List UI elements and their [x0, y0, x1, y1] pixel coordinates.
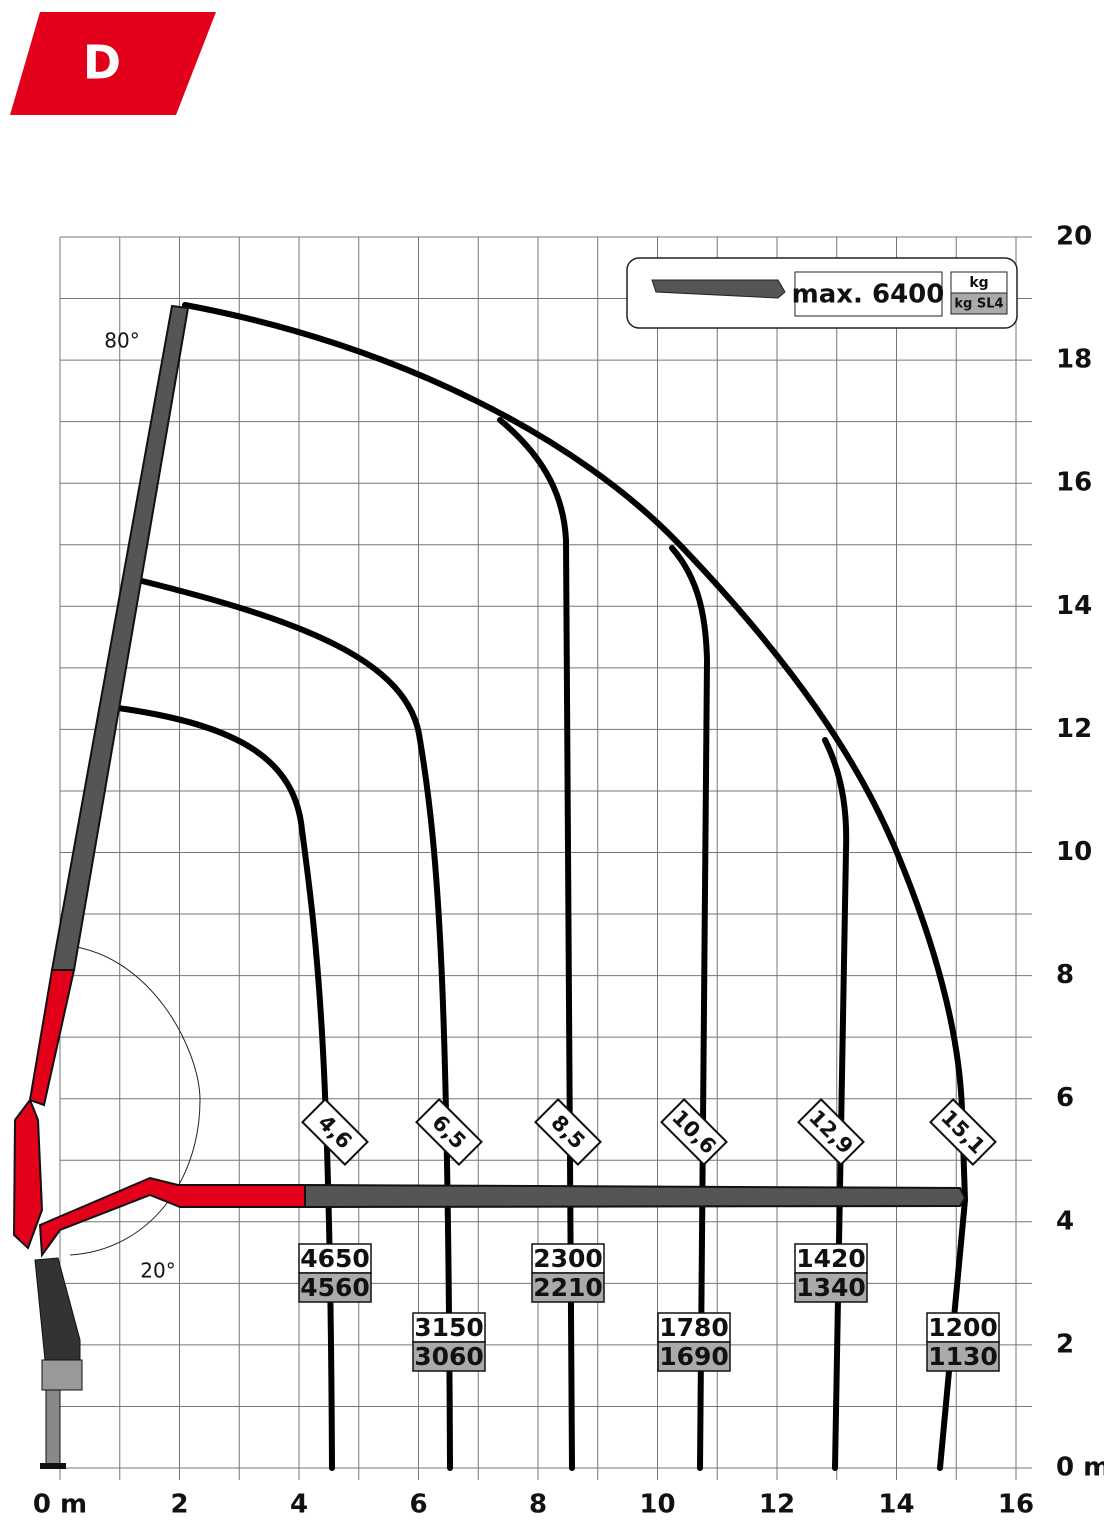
load-sl4-box — [657, 1341, 731, 1372]
load-sl4-label: 1130 — [928, 1342, 998, 1371]
load-label: 4650 — [300, 1244, 370, 1273]
load-sl4-box — [412, 1341, 486, 1372]
reach-box — [301, 1098, 369, 1166]
reach-marker: 8,5 — [534, 1098, 602, 1166]
legend-boom — [651, 279, 786, 299]
legend-max: max. 6400 — [792, 280, 945, 310]
badge — [10, 12, 216, 115]
legend-unit-sl4: kg SL4 — [954, 297, 1003, 312]
x-tick-label: 14 — [878, 1490, 914, 1520]
extension-boom — [304, 1183, 967, 1209]
x-tick-label: 8 — [529, 1490, 547, 1520]
reach-box — [797, 1098, 865, 1166]
x-tick-label: 12 — [759, 1490, 795, 1520]
reach-box — [660, 1098, 728, 1166]
load-label: 3150 — [414, 1313, 484, 1342]
badge-label: D — [83, 36, 121, 90]
y-tick-label: 18 — [1056, 345, 1092, 375]
load-sl4-box — [298, 1272, 372, 1303]
reach-marker: 15,1 — [929, 1098, 997, 1166]
load-box — [298, 1243, 372, 1274]
x-tick-label: 6 — [409, 1490, 427, 1520]
envelope-curve — [182, 302, 969, 1471]
load-box — [412, 1312, 486, 1343]
legend-unit: kg — [969, 275, 988, 291]
load-label: 1420 — [796, 1244, 866, 1273]
reach-box — [415, 1098, 483, 1166]
stabilizer — [45, 1389, 61, 1466]
foot — [40, 1463, 66, 1469]
legend-unit-sl4-box — [950, 292, 1008, 315]
grid — [59, 236, 1032, 1480]
load-sl4-box — [531, 1272, 605, 1303]
slew-arc — [59, 944, 201, 1256]
angle-upper: 80° — [104, 329, 139, 353]
y-tick-label: 8 — [1056, 960, 1074, 990]
x-tick-label: 2 — [170, 1490, 188, 1520]
x-tick-label: 0 m — [33, 1490, 87, 1520]
reach-box — [929, 1098, 997, 1166]
load-sl4-label: 1340 — [796, 1273, 866, 1302]
load-sl4-label: 2210 — [533, 1273, 603, 1302]
load-box — [657, 1312, 731, 1343]
y-tick-label: 12 — [1056, 714, 1092, 744]
y-tick-label: 0 m — [1056, 1453, 1104, 1483]
load-label: 1200 — [928, 1313, 998, 1342]
y-tick-label: 6 — [1056, 1083, 1074, 1113]
y-tick-label: 4 — [1056, 1206, 1074, 1236]
load-sl4-box — [794, 1272, 868, 1303]
reach-marker: 4,6 — [301, 1098, 369, 1166]
knuckle — [12, 1097, 44, 1250]
column — [34, 1257, 81, 1361]
load-label: 2300 — [533, 1244, 603, 1273]
x-tick-label: 16 — [998, 1490, 1034, 1520]
y-tick-label: 20 — [1056, 222, 1092, 252]
load-label: 1780 — [659, 1313, 729, 1342]
legend-max-box — [794, 271, 943, 317]
load-sl4-label: 1690 — [659, 1342, 729, 1371]
load-sl4-box — [926, 1341, 1000, 1372]
x-tick-label: 10 — [639, 1490, 675, 1520]
curve — [135, 577, 453, 1471]
load-sl4-label: 4560 — [300, 1273, 370, 1302]
y-tick-label: 14 — [1056, 591, 1092, 621]
labels: 4,6465045606,5315030608,52300221010,6178… — [298, 1098, 1000, 1372]
curve — [497, 417, 575, 1471]
curve — [822, 737, 850, 1471]
load-sl4-label: 3060 — [414, 1342, 484, 1371]
reach-marker: 6,5 — [415, 1098, 483, 1166]
reach-marker: 12,9 — [797, 1098, 865, 1166]
curve — [115, 705, 335, 1471]
reach-box — [534, 1098, 602, 1166]
main-boom — [38, 1176, 306, 1258]
y-tick-label: 10 — [1056, 837, 1092, 867]
y-tick-label: 2 — [1056, 1329, 1074, 1359]
load-box — [531, 1243, 605, 1274]
curve — [669, 545, 711, 1471]
y-tick-label: 16 — [1056, 468, 1092, 498]
upper-arm — [28, 969, 76, 1107]
load-box — [794, 1243, 868, 1274]
base — [41, 1359, 83, 1391]
angle-lower: 20° — [140, 1259, 175, 1283]
x-tick-label: 4 — [290, 1490, 308, 1520]
